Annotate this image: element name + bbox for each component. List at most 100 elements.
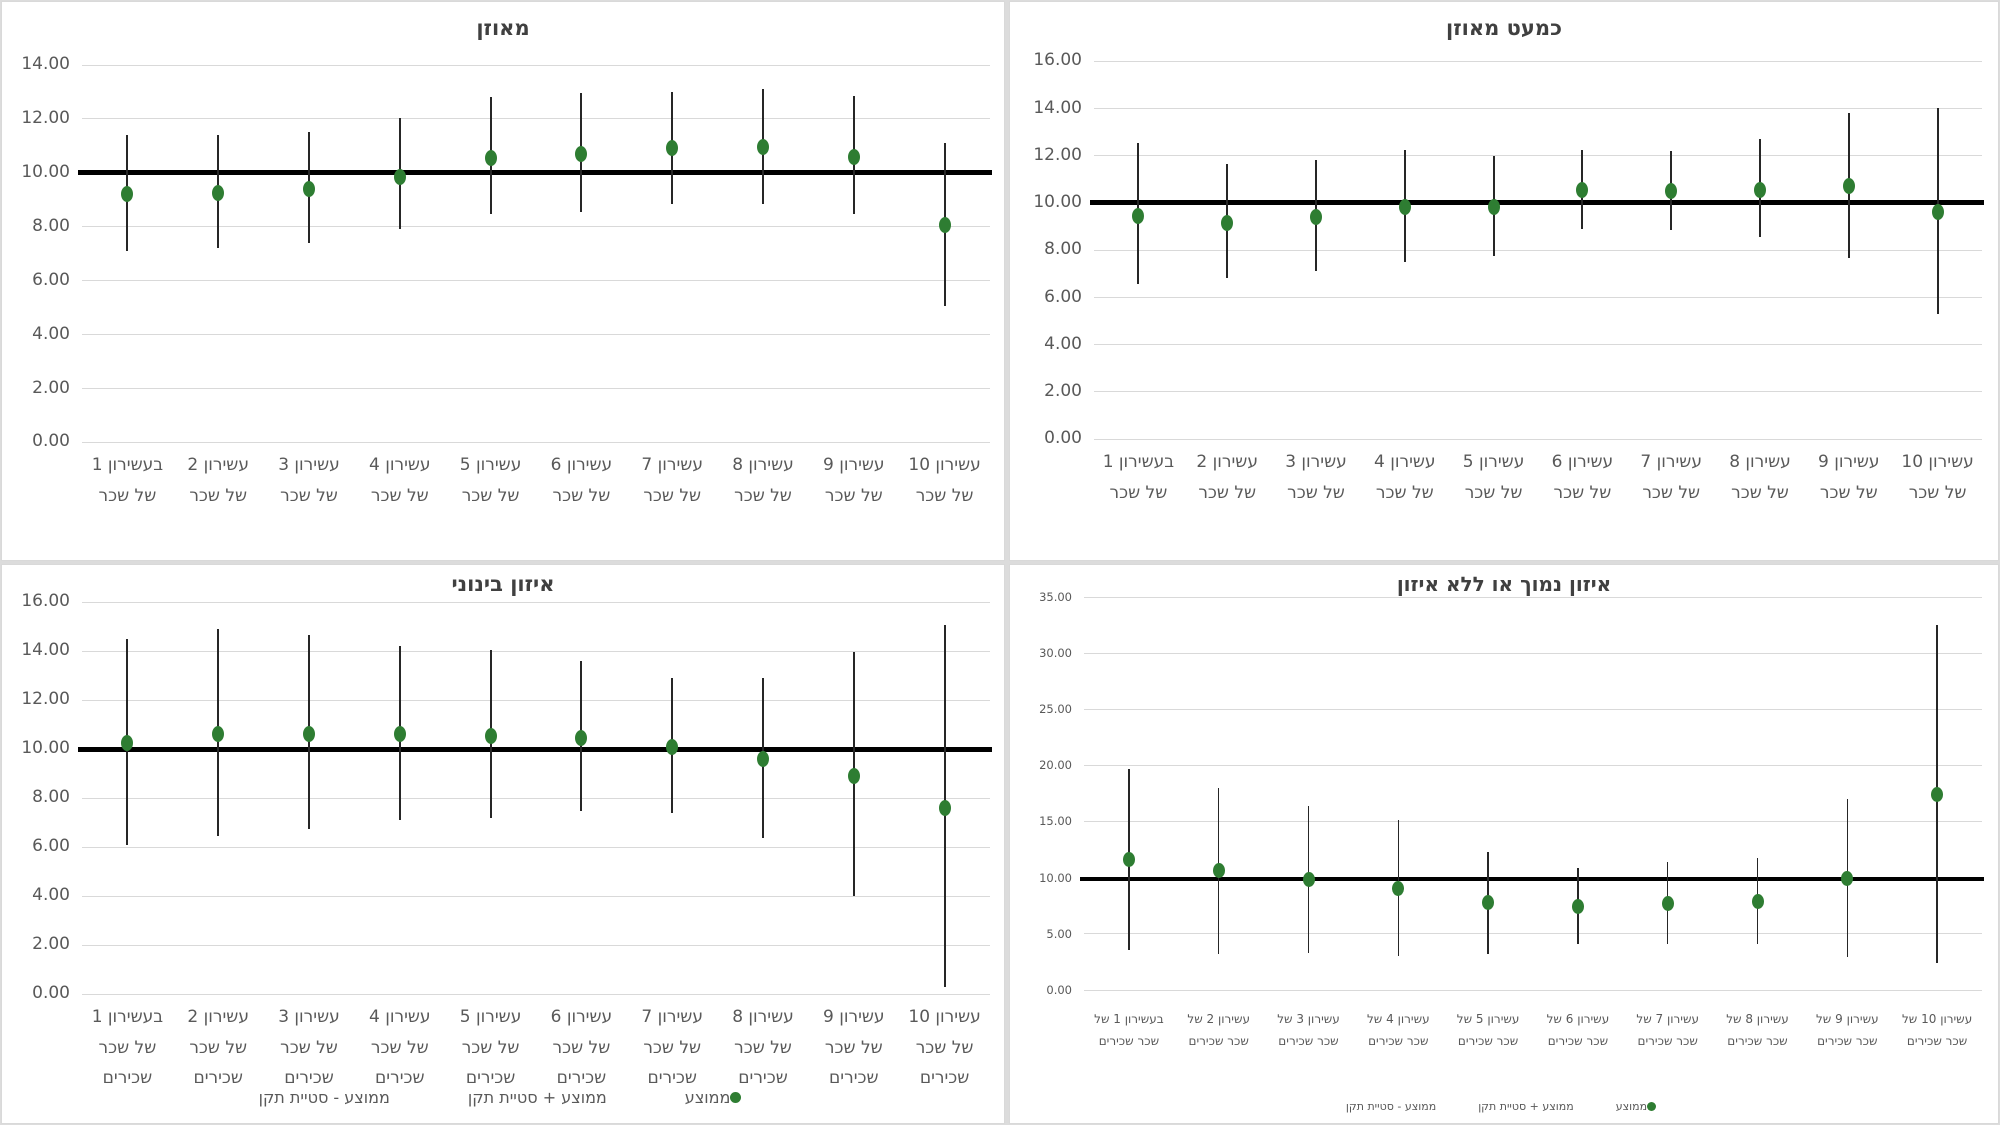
reference-line: [78, 170, 992, 176]
x-category-label: עשירון 7 של שכר שכירים: [641, 1007, 703, 1089]
x-category-label: עשירון 5 של שכר: [459, 455, 522, 507]
x-category-label: עשירון 2 של שכר: [1196, 452, 1258, 504]
gridline: [82, 944, 990, 946]
green-dot-icon: [1647, 1102, 1657, 1111]
mean-marker: [666, 738, 679, 755]
y-tick-label: 10.00: [1039, 870, 1072, 885]
x-category-label: עשירון 3 של שכר: [1285, 452, 1347, 504]
mean-marker: [1754, 181, 1766, 198]
y-tick-label: 0.00: [32, 431, 70, 452]
mean-marker: [575, 729, 588, 746]
y-tick-label: 2.00: [1044, 381, 1082, 402]
y-tick-label: 30.00: [1039, 646, 1072, 660]
chart-title: איזון בינוני: [451, 572, 555, 596]
x-category-label: עשירון 3 של שכר: [278, 455, 340, 507]
gridline: [1094, 438, 1982, 440]
y-tick-label: 6.00: [1044, 286, 1082, 307]
mean-marker: [1398, 199, 1411, 216]
mean-marker: [1661, 896, 1674, 912]
mean-marker: [1931, 787, 1944, 803]
x-category-label: עשירון 5 של שכר: [1462, 452, 1525, 504]
y-tick-label: 16.00: [21, 591, 70, 612]
x-category-label: עשירון 9 של שכר: [822, 455, 885, 507]
y-tick-label: 12.00: [21, 108, 70, 129]
y-tick-label: 4.00: [32, 323, 70, 344]
mean-marker: [938, 799, 951, 816]
x-category-label: עשירון 2 של שכר: [187, 455, 249, 507]
reference-line: [78, 746, 992, 752]
gridline: [1084, 652, 1982, 654]
x-category-label: עשירון 10 של שכר: [1901, 452, 1974, 504]
x-category-label: עשירון 10 של שכר שכירים: [908, 1007, 981, 1089]
x-category-label: עשירון 7 של שכר: [641, 455, 703, 507]
x-category-label: עשירון 9 של שכר שכירים: [1815, 1012, 1879, 1048]
x-category-label: עשירון 7 של שכר שכירים: [1636, 1012, 1699, 1048]
mean-marker: [1571, 899, 1584, 915]
gridline: [82, 846, 990, 848]
gridline: [82, 226, 990, 228]
mean-marker: [212, 726, 225, 743]
gridline: [1084, 764, 1982, 766]
y-tick-label: 10.00: [21, 162, 70, 183]
x-category-label: עשירון 3 של שכר שכירים: [278, 1007, 340, 1089]
gridline: [1094, 107, 1982, 109]
gridline: [1094, 344, 1982, 345]
mean-marker: [1665, 182, 1678, 199]
green-dot-icon: [730, 1092, 742, 1103]
reference-line: [1080, 876, 1984, 881]
mean-marker: [121, 734, 134, 751]
x-category-label: עשירון 9 של שכר שכירים: [822, 1007, 885, 1089]
x-category-label: עשירון 6 של שכר: [550, 455, 613, 507]
x-category-label: עשירון 2 של שכר שכירים: [187, 1007, 249, 1089]
mean-marker: [847, 148, 860, 165]
mean-marker: [121, 186, 134, 203]
chart-panel-medium-balance: איזון בינוני 0.00 2.00 4.00 6.00 8.00 10.00 12…: [1, 564, 1005, 1124]
y-tick-label: 6.00: [32, 269, 70, 290]
x-category-label: עשירון 2 של שכר שכירים: [1187, 1012, 1250, 1048]
x-category-label: עשירון 8 של שכר שכירים: [732, 1007, 794, 1089]
mean-marker: [1302, 872, 1315, 888]
gridline: [1084, 989, 1982, 991]
legend-item-mean-plus-sd: ממוצע + סטיית תקן: [467, 1088, 607, 1107]
mean-marker: [938, 217, 951, 234]
gridline: [1094, 249, 1982, 251]
x-category-label: עשירון 6 של שכר שכירים: [550, 1007, 613, 1089]
gridline: [82, 387, 990, 389]
y-tick-label: 25.00: [1039, 702, 1072, 717]
y-tick-label: 12.00: [1033, 144, 1082, 165]
chart-panel-low-or-no-balance: איזון נמוך או ללא איזון 0.00 5.00 10.00 15.…: [1009, 564, 1999, 1124]
y-tick-label: 8.00: [32, 787, 70, 808]
gridline: [1094, 155, 1982, 156]
gridline: [1094, 391, 1982, 393]
chart-legend: ממוצע - סטיית תקן ממוצע + סטיית תקן ממוצ…: [1010, 1100, 1998, 1113]
gridline: [1084, 596, 1982, 598]
y-tick-label: 20.00: [1039, 758, 1072, 773]
x-category-label: עשירון 4 של שכר: [1373, 452, 1436, 504]
x-category-label: בעשירון 1 של שכר: [91, 455, 164, 507]
x-category-label: עשירון 5 של שכר שכירים: [1456, 1012, 1520, 1048]
mean-marker: [484, 727, 497, 744]
x-category-label: עשירון 7 של שכר: [1640, 452, 1702, 504]
y-tick-label: 0.00: [1046, 982, 1072, 997]
gridline: [82, 797, 990, 799]
plot-area: 0.00 2.00 4.00 6.00 8.00 10.00 12.00 14.00 16.00…: [1010, 2, 1998, 560]
mean-marker: [1842, 178, 1855, 195]
plot-area: 0.00 2.00 4.00 6.00 8.00 10.00 12.00 14.00 16.00…: [2, 565, 1004, 1123]
mean-marker: [1841, 871, 1854, 887]
y-tick-label: 0.00: [32, 983, 70, 1004]
y-tick-label: 8.00: [32, 216, 70, 237]
y-tick-label: 14.00: [21, 640, 70, 661]
mean-marker: [1221, 214, 1234, 231]
chart-panel-almost-balanced: כמעט מאוזן 0.00 2.00 4.00 6.00 8.00 10.00 12.0…: [1009, 1, 1999, 561]
legend-item-mean-plus-sd: ממוצע + סטיית תקן: [1478, 1100, 1574, 1113]
gridline: [82, 650, 990, 652]
mean-marker: [1751, 893, 1764, 909]
mean-marker: [484, 149, 497, 166]
x-category-label: עשירון 10 של שכר: [908, 455, 981, 507]
legend-item-mean: ממוצע: [1616, 1100, 1662, 1113]
mean-marker: [1931, 204, 1944, 221]
gridline: [82, 279, 990, 281]
y-tick-label: 5.00: [1046, 926, 1072, 941]
mean-marker: [1212, 863, 1225, 879]
